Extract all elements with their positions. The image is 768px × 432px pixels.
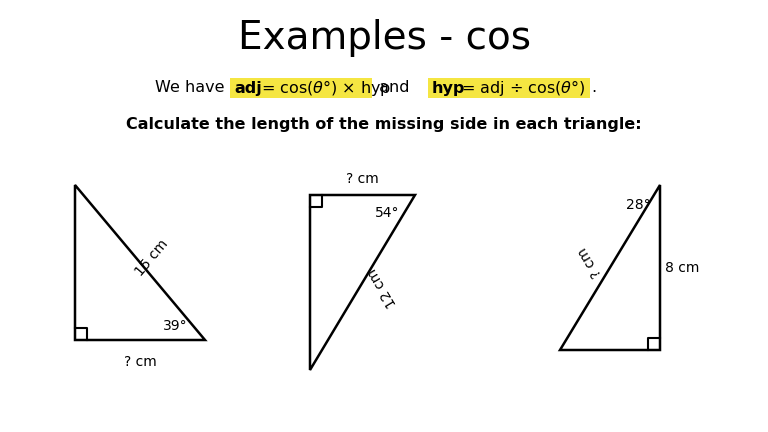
FancyBboxPatch shape [428, 78, 590, 98]
Text: We have: We have [155, 80, 230, 95]
Text: 54°: 54° [375, 206, 399, 220]
FancyBboxPatch shape [230, 78, 372, 98]
Text: ? cm: ? cm [346, 172, 379, 186]
Text: adj: adj [234, 80, 262, 95]
Text: ? cm: ? cm [124, 355, 157, 369]
Text: .: . [591, 80, 596, 95]
Text: 15 cm: 15 cm [133, 236, 171, 279]
Text: 12 cm: 12 cm [366, 265, 399, 310]
Text: and: and [374, 80, 415, 95]
Text: Calculate the length of the missing side in each triangle:: Calculate the length of the missing side… [126, 117, 642, 131]
Text: 28°: 28° [626, 198, 650, 212]
Text: = cos($\theta$°) × hyp: = cos($\theta$°) × hyp [256, 78, 392, 98]
Text: hyp: hyp [432, 80, 465, 95]
Text: 39°: 39° [163, 319, 187, 333]
Text: 8 cm: 8 cm [665, 260, 699, 274]
Text: = adj ÷ cos($\theta$°): = adj ÷ cos($\theta$°) [456, 78, 585, 98]
Text: Examples - cos: Examples - cos [237, 19, 531, 57]
Text: ? cm: ? cm [575, 245, 604, 280]
